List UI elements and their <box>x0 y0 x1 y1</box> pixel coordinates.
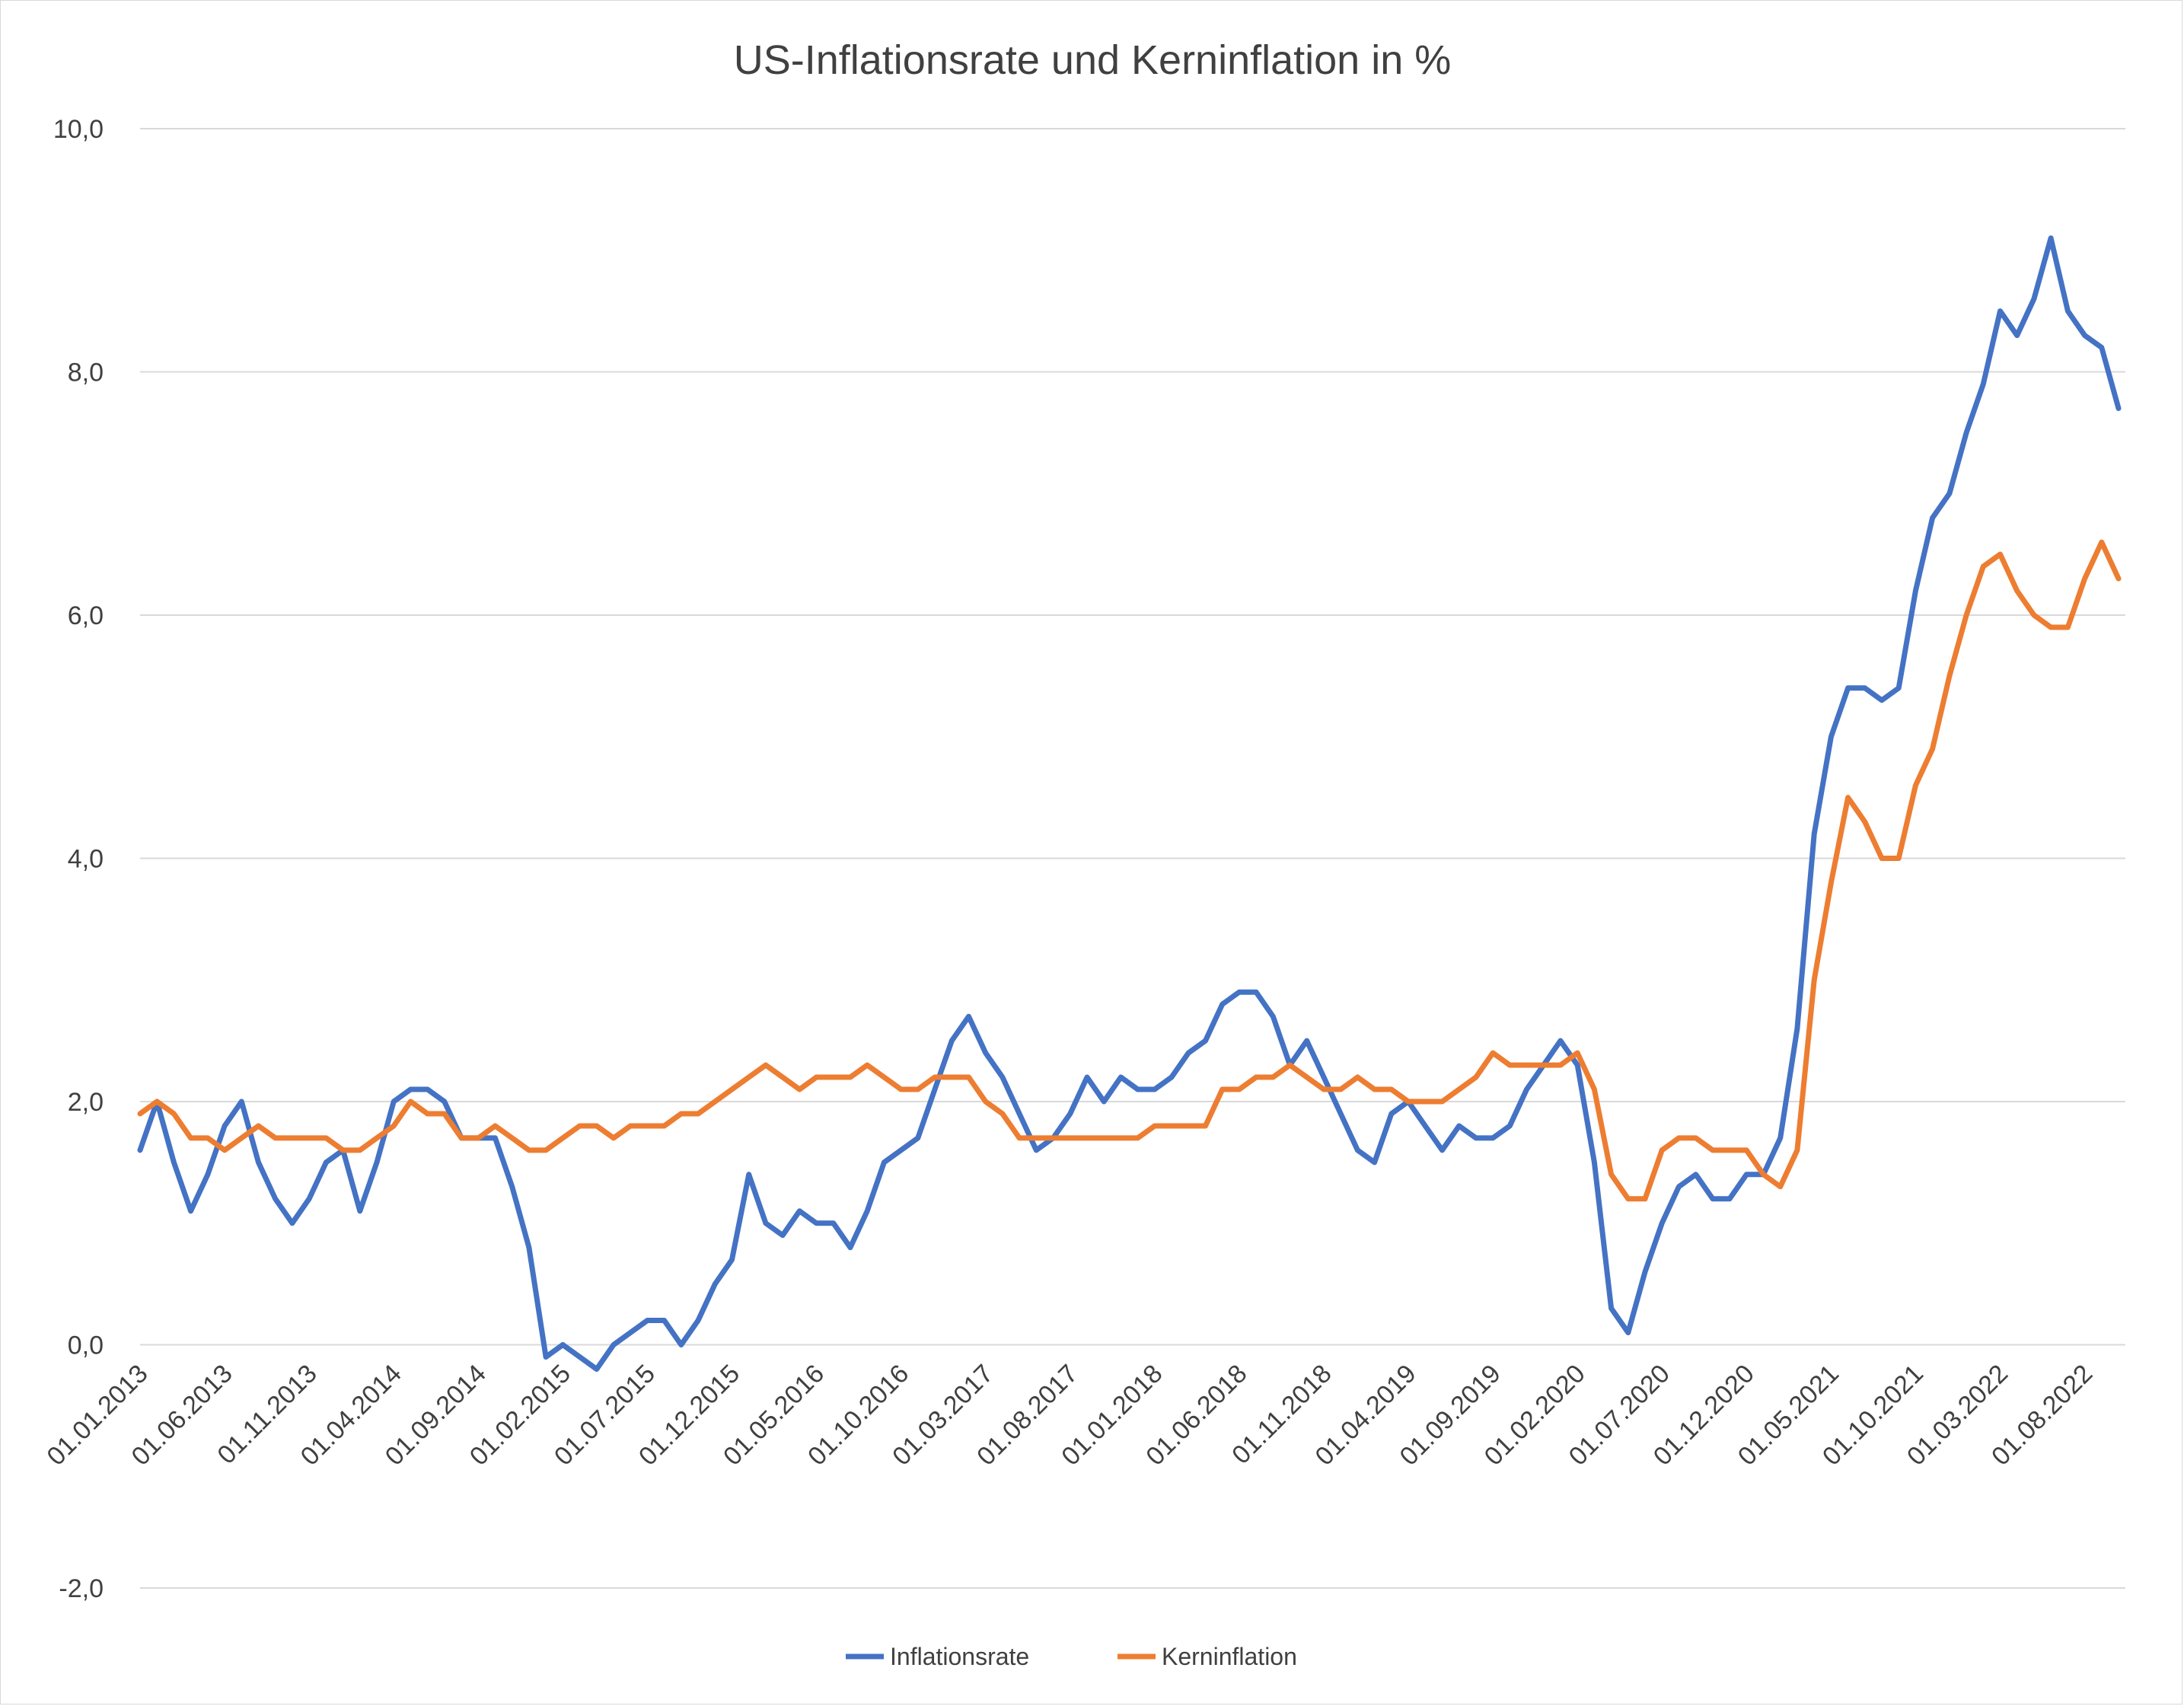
y-tick-label: 6,0 <box>68 601 104 630</box>
legend: Inflationsrate Kerninflation <box>846 1643 1297 1670</box>
y-tick-label: 4,0 <box>68 845 104 874</box>
y-tick-label: 10,0 <box>53 115 104 144</box>
series-line-inflationsrate <box>137 235 2122 1372</box>
gridlines <box>140 128 2125 1589</box>
legend-label: Inflationsrate <box>890 1643 1029 1670</box>
series-line-kerninflation <box>137 539 2122 1202</box>
chart-title: US-Inflationsrate und Kerninflation in % <box>734 37 1452 83</box>
y-tick-label: 8,0 <box>68 359 104 387</box>
x-axis-tick-labels: 01.01.201301.06.201301.11.201301.04.2014… <box>41 1359 2098 1471</box>
series-lines <box>137 235 2122 1372</box>
y-axis-tick-labels: -2,0 0,0 2,0 4,0 6,0 8,0 10,0 <box>53 115 104 1603</box>
y-tick-label: 0,0 <box>68 1331 104 1360</box>
y-tick-label: 2,0 <box>68 1088 104 1117</box>
legend-label: Kerninflation <box>1162 1643 1297 1670</box>
y-tick-label: -2,0 <box>59 1574 104 1603</box>
